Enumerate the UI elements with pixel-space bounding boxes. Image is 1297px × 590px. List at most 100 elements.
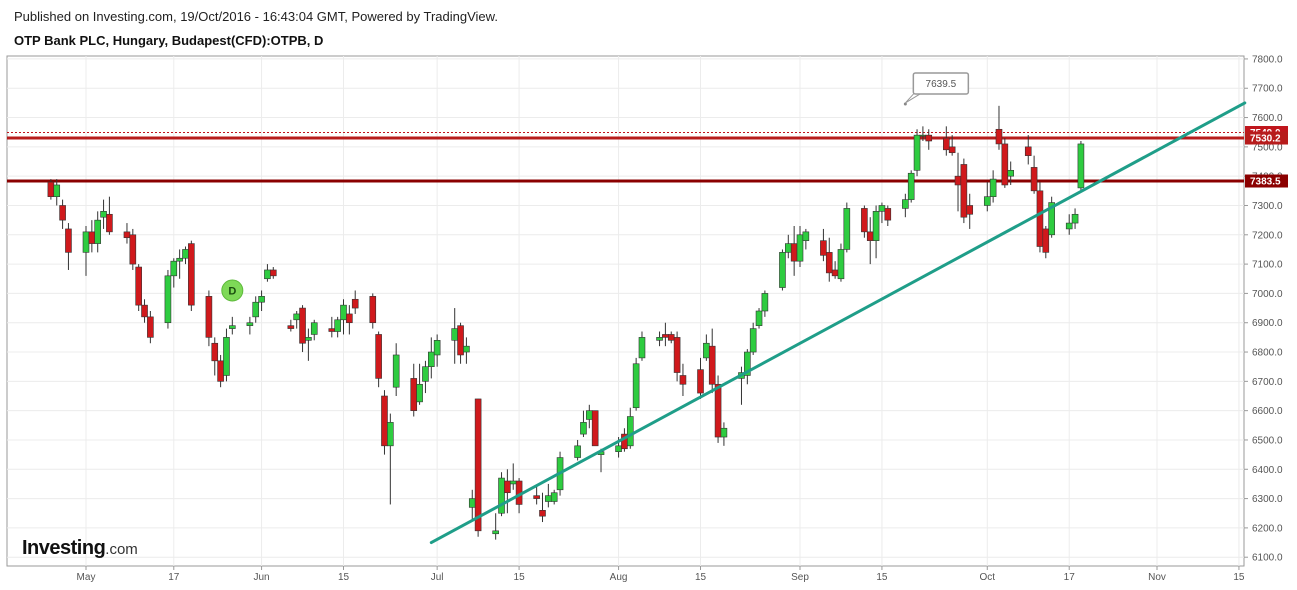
- logo-suffix: .com: [105, 541, 138, 558]
- candle-body: [509, 480, 517, 485]
- x-tick-label: 17: [1064, 572, 1076, 583]
- x-tick-label: 15: [338, 572, 350, 583]
- candle-body: [252, 301, 260, 318]
- y-tick-label: 6400.0: [1252, 465, 1283, 476]
- y-tick-label: 6500.0: [1252, 435, 1283, 446]
- candle-body: [468, 498, 476, 508]
- candle-body: [662, 334, 669, 338]
- candle-body: [744, 351, 751, 376]
- candle-body: [1024, 146, 1032, 156]
- candle-body: [65, 228, 72, 253]
- y-tick-label: 6700.0: [1252, 377, 1283, 388]
- candle-body: [59, 205, 66, 221]
- candle-body: [1077, 143, 1085, 189]
- callout-box: [912, 72, 970, 95]
- candle-body: [714, 383, 722, 438]
- candle-body: [387, 422, 394, 447]
- x-tick-label: May: [77, 572, 96, 583]
- candle-body: [615, 445, 622, 452]
- candle-body: [129, 234, 137, 265]
- y-tick-label: 7700.0: [1252, 84, 1283, 95]
- candle-body: [884, 208, 892, 221]
- dividend-marker-label: D: [228, 285, 236, 297]
- price-label: 7530.2: [1250, 134, 1281, 145]
- y-tick-label: 6900.0: [1252, 318, 1283, 329]
- candle-body: [796, 234, 804, 262]
- logo-brand: Investing: [22, 537, 106, 559]
- x-tick-label: 15: [1233, 572, 1245, 583]
- candle-body: [580, 422, 587, 435]
- candle-body: [539, 510, 546, 517]
- y-tick-label: 7500.0: [1252, 142, 1283, 153]
- candle-body: [802, 231, 810, 241]
- investing-logo: Investing.com: [22, 537, 138, 560]
- candle-body: [305, 337, 312, 341]
- candle-body: [1036, 190, 1044, 247]
- x-tick-label: 15: [695, 572, 707, 583]
- x-tick-label: 15: [514, 572, 526, 583]
- x-tick-label: Jul: [431, 572, 444, 583]
- candle-body: [164, 275, 172, 324]
- candle-body: [679, 375, 687, 385]
- candle-body: [176, 257, 183, 262]
- candle-body: [697, 369, 704, 394]
- candle-body: [422, 366, 429, 382]
- candle-body: [47, 181, 55, 197]
- y-tick-label: 7300.0: [1252, 201, 1283, 212]
- y-tick-label: 6200.0: [1252, 523, 1283, 534]
- candle-body: [761, 293, 769, 312]
- x-tick-label: Nov: [1148, 572, 1166, 583]
- candle-body: [902, 199, 909, 209]
- candle-body: [410, 378, 418, 411]
- candle-body: [340, 304, 347, 321]
- candle-body: [299, 307, 306, 344]
- candle-body: [948, 146, 956, 154]
- candle-body: [1001, 143, 1009, 186]
- candle-body: [269, 269, 277, 277]
- x-tick-label: 15: [876, 572, 888, 583]
- candle-body: [1030, 167, 1038, 192]
- candle-body: [837, 249, 845, 280]
- x-axis: May 17 Jun 15 Jul 15 Aug 15 Sep 15 Oct 17 Nov 15: [77, 566, 1245, 583]
- candle-body: [925, 134, 933, 142]
- candle-body: [1065, 222, 1073, 230]
- y-tick-label: 7200.0: [1252, 230, 1283, 241]
- gridlines: [7, 56, 1244, 566]
- candle-body: [346, 313, 353, 324]
- candle-body: [656, 337, 663, 341]
- candle-body: [369, 296, 377, 324]
- trendline[interactable]: [429, 101, 1247, 545]
- candle-body: [545, 495, 552, 502]
- candle-body: [287, 325, 295, 329]
- candle-body: [100, 211, 107, 218]
- candle-body: [416, 383, 423, 403]
- candle-body: [820, 240, 827, 256]
- candle-body: [779, 252, 786, 288]
- candle-body: [170, 260, 178, 277]
- x-tick-label: Jun: [254, 572, 270, 583]
- candle-body: [919, 134, 927, 137]
- x-tick-label: 17: [168, 572, 180, 583]
- candle-body: [88, 231, 96, 244]
- candle-body: [790, 243, 798, 262]
- candle-body: [457, 325, 464, 356]
- candle-body: [960, 164, 968, 218]
- chart-title: OTP Bank PLC, Hungary, Budapest(CFD):OTP…: [14, 33, 324, 48]
- candle-body: [334, 319, 341, 332]
- candle-body: [673, 337, 681, 373]
- price-label-bg: [1245, 174, 1288, 188]
- candle-body: [375, 334, 382, 379]
- y-tick-label: 7600.0: [1252, 113, 1283, 124]
- candle-body: [147, 316, 154, 338]
- candle-body: [626, 416, 634, 447]
- candle-body: [82, 231, 90, 253]
- candle-body: [954, 175, 962, 186]
- candles: [47, 105, 1085, 540]
- candle-body: [784, 243, 792, 253]
- candle-body: [492, 530, 499, 535]
- candle-body: [182, 249, 189, 259]
- candle-body: [205, 296, 213, 338]
- candle-body: [211, 342, 219, 362]
